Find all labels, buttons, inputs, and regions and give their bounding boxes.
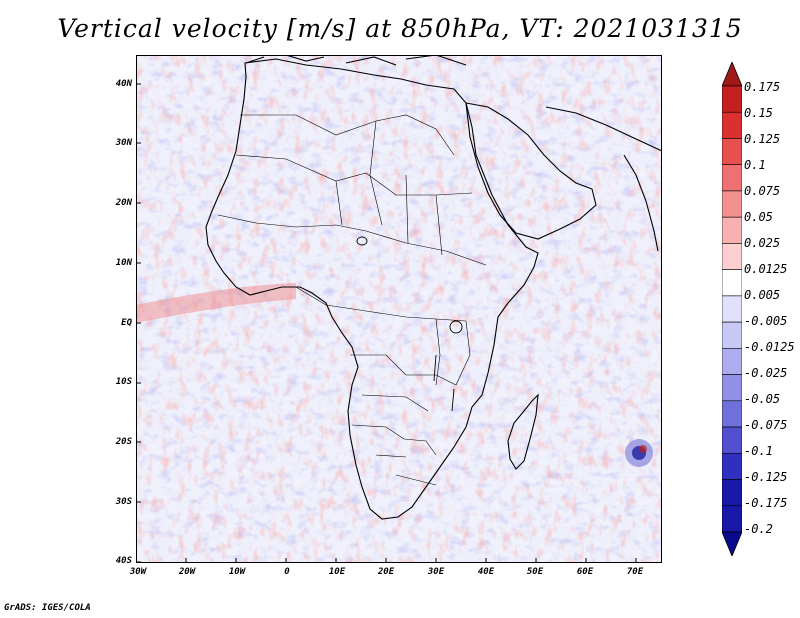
border-south <box>351 424 437 486</box>
colorbar-swatch <box>722 295 742 323</box>
colorbar-swatch <box>722 426 742 454</box>
lon-label-10e: 10E <box>328 567 346 577</box>
lakes <box>356 236 463 412</box>
colorbar-swatch <box>722 164 742 192</box>
lon-label-50e: 50E <box>526 567 544 577</box>
mediterranean-north <box>245 55 467 66</box>
map-border <box>136 55 662 563</box>
colorbar-swatch <box>722 374 742 402</box>
lake-malawi <box>451 388 455 412</box>
lat-label-40n: 40N <box>115 79 132 89</box>
map-panel <box>136 55 662 563</box>
plot-title: Vertical velocity [m/s] at 850hPa, VT: 2… <box>57 14 743 43</box>
cyclone-ascent <box>639 445 647 453</box>
cb-label-12: -0.05 <box>744 392 781 406</box>
colorbar-swatch <box>722 348 742 375</box>
border-sahel <box>217 214 487 266</box>
grads-credit: GrADS: IGES/COLA <box>4 603 91 613</box>
lat-label-eq: EQ <box>121 318 132 328</box>
lat-label-30s: 30S <box>115 497 132 507</box>
colorbar-swatch <box>722 505 742 533</box>
madagascar-coast <box>507 393 539 470</box>
map-canvas <box>136 55 662 563</box>
border-meridional <box>335 120 443 256</box>
cb-label-5: 0.05 <box>744 210 773 224</box>
country-borders <box>217 114 487 486</box>
lon-label-20e: 20E <box>377 567 395 577</box>
colorbar-bottom-arrow <box>722 531 742 556</box>
cb-label-6: 0.025 <box>744 236 781 250</box>
cb-label-0: 0.175 <box>744 80 781 94</box>
cb-label-14: -0.1 <box>744 444 773 458</box>
lat-label-30n: 30N <box>115 138 132 148</box>
lat-label-10n: 10N <box>115 258 132 268</box>
cb-label-2: 0.125 <box>744 132 781 146</box>
colorbar-swatch <box>722 85 742 113</box>
colorbar-swatch <box>722 400 742 428</box>
lon-label-70e: 70E <box>626 567 644 577</box>
arabia-coast <box>465 102 597 240</box>
colorbar-top-arrow <box>722 62 742 87</box>
colorbar-swatch <box>722 243 742 270</box>
colorbar-swatch <box>722 479 742 507</box>
cb-label-15: -0.125 <box>744 470 788 484</box>
cb-label-13: -0.075 <box>744 418 788 432</box>
africa-coast <box>205 58 539 520</box>
cb-label-9: -0.005 <box>744 314 788 328</box>
colorbar-swatch <box>722 111 742 139</box>
lon-label-40e: 40E <box>477 567 495 577</box>
lat-label-10s: 10S <box>115 377 132 387</box>
cb-label-1: 0.15 <box>744 106 773 120</box>
lon-label-20w: 20W <box>178 567 196 577</box>
border-equatorial <box>295 286 467 322</box>
cb-label-16: -0.175 <box>744 496 788 510</box>
lon-label-30e: 30E <box>427 567 445 577</box>
iran-coast <box>545 106 662 152</box>
colorbar-swatch <box>722 190 742 218</box>
colorbar-swatch <box>722 452 742 480</box>
lake-tanganyika <box>433 354 437 382</box>
border-south-central <box>350 354 457 412</box>
cb-label-10: -0.0125 <box>744 340 795 354</box>
lon-label-60e: 60E <box>576 567 594 577</box>
cb-label-8: 0.005 <box>744 288 781 302</box>
lat-label-40s: 40S <box>115 556 132 566</box>
colorbar-swatch <box>722 138 742 166</box>
border-east <box>435 318 471 386</box>
colorbar-swatch <box>722 321 742 349</box>
lake-chad <box>356 236 368 246</box>
colorbar <box>722 62 742 556</box>
lat-label-20s: 20S <box>115 437 132 447</box>
lake-victoria <box>449 320 463 334</box>
india-coast <box>623 154 659 252</box>
lon-label-0: 0 <box>284 567 290 577</box>
colorbar-swatch <box>722 216 742 244</box>
cb-label-3: 0.1 <box>744 158 766 172</box>
field-ascent <box>136 55 662 563</box>
cb-label-11: -0.025 <box>744 366 788 380</box>
lon-label-30w: 30W <box>129 567 147 577</box>
cb-label-7: 0.0125 <box>744 262 788 276</box>
cb-label-17: -0.2 <box>744 522 773 536</box>
lat-label-20n: 20N <box>115 198 132 208</box>
coastlines <box>205 55 662 520</box>
cb-label-4: 0.075 <box>744 184 781 198</box>
tick-marks <box>136 83 637 563</box>
colorbar-swatch <box>722 269 742 297</box>
lon-label-10w: 10W <box>228 567 246 577</box>
